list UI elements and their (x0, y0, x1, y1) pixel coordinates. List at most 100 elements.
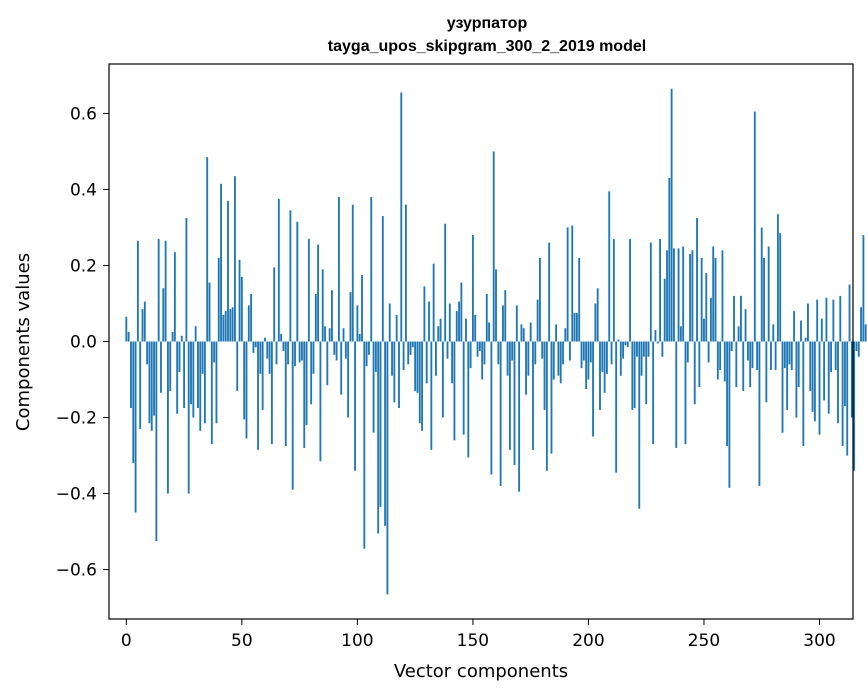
bar (776, 214, 779, 342)
bar (719, 341, 722, 371)
bar (400, 92, 403, 342)
bar (594, 303, 597, 342)
bar (841, 341, 844, 447)
bar (508, 341, 511, 450)
bar (857, 341, 860, 357)
bar (495, 269, 497, 342)
bar (155, 341, 158, 542)
bar (303, 341, 306, 448)
bar (730, 341, 733, 351)
bar (846, 341, 849, 456)
plot-frame (108, 63, 854, 620)
bar (217, 257, 220, 342)
bar (150, 341, 153, 431)
bar (569, 341, 571, 361)
bar (740, 295, 742, 342)
bar (252, 341, 255, 353)
bar (617, 339, 620, 342)
bar (774, 341, 777, 371)
bar (148, 341, 151, 424)
bar (703, 318, 705, 342)
bar (169, 341, 172, 391)
bar (141, 309, 144, 342)
bar (820, 318, 823, 342)
bar (437, 326, 440, 342)
bar (663, 278, 666, 342)
bar (296, 221, 299, 342)
bar (210, 341, 213, 445)
x-tick-label: 50 (231, 631, 253, 651)
bar (333, 341, 336, 355)
bar (691, 250, 694, 342)
bar (580, 341, 583, 369)
bar (636, 341, 638, 357)
bar (545, 341, 548, 471)
bar (224, 311, 227, 342)
bar (363, 341, 366, 549)
bar (564, 328, 567, 342)
bar (520, 324, 523, 342)
bar (813, 341, 816, 422)
bar (716, 341, 719, 380)
bar (162, 288, 165, 342)
bar (712, 246, 715, 342)
x-axis-ticks: 0 50 100 150 200 250 300 (121, 619, 836, 651)
bar (455, 311, 458, 342)
bar (407, 341, 410, 365)
bar (222, 314, 225, 342)
bar (187, 341, 190, 494)
bar (624, 341, 627, 346)
bar (275, 341, 278, 365)
bar (379, 341, 382, 507)
bar (377, 341, 380, 534)
bar (575, 312, 578, 342)
bar (714, 257, 717, 342)
bar (268, 341, 271, 374)
bar (696, 217, 698, 342)
bar (298, 341, 301, 363)
bar (527, 341, 530, 376)
bar (317, 244, 320, 342)
bar (606, 341, 608, 374)
bar (610, 341, 613, 365)
bar (767, 246, 770, 342)
bar (661, 341, 664, 357)
bar (582, 341, 585, 361)
bar (647, 341, 650, 357)
bar (340, 341, 343, 395)
bar (599, 341, 601, 410)
bar (790, 341, 793, 371)
x-tick-label: 250 (688, 631, 720, 651)
bar (571, 225, 574, 342)
bar (176, 341, 179, 414)
bar (573, 312, 576, 342)
bar (157, 238, 160, 342)
bar (668, 178, 671, 342)
bar (816, 299, 819, 342)
bar (476, 341, 479, 357)
bar (843, 341, 846, 407)
bar (548, 242, 551, 342)
bar (277, 198, 280, 342)
bar (642, 341, 645, 357)
bar (245, 341, 248, 439)
bar (626, 341, 629, 348)
bar (728, 341, 731, 488)
bar (529, 322, 532, 342)
bar (807, 303, 809, 342)
bar (765, 341, 768, 403)
bar (763, 257, 765, 342)
bar (608, 191, 611, 342)
bar (525, 341, 527, 395)
bar (266, 341, 269, 359)
y-axis-ticks: −0.6 −0.4 −0.2 0.0 0.2 0.4 0.6 (56, 104, 109, 581)
y-axis-label: Components values (13, 253, 34, 431)
bar (351, 204, 354, 342)
bar (804, 337, 807, 342)
bar (770, 341, 772, 371)
bar (430, 341, 433, 450)
bar (411, 341, 414, 348)
bar (478, 341, 481, 351)
bar (310, 341, 313, 405)
bar (615, 341, 618, 473)
